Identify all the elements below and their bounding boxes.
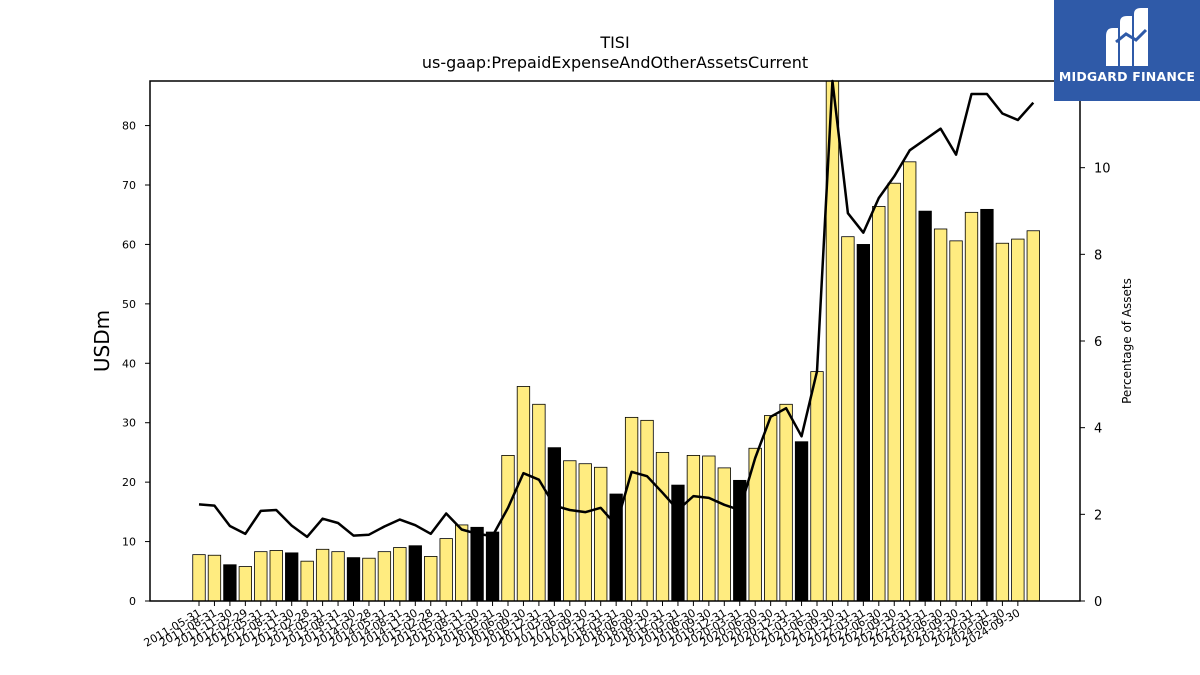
bar bbox=[764, 415, 778, 602]
y2-tick-label: 0 bbox=[1094, 595, 1102, 610]
bar bbox=[918, 210, 932, 602]
bar bbox=[346, 557, 361, 602]
bar bbox=[439, 538, 453, 602]
bar bbox=[949, 240, 963, 602]
bar bbox=[1026, 230, 1040, 602]
bar bbox=[454, 524, 469, 602]
bar bbox=[532, 403, 546, 602]
bar bbox=[192, 554, 206, 602]
bar bbox=[717, 467, 731, 602]
y-tick-label: 50 bbox=[122, 298, 136, 311]
bar bbox=[794, 441, 809, 602]
bar bbox=[563, 460, 577, 602]
y-tick-label: 40 bbox=[122, 357, 136, 370]
bar bbox=[964, 211, 979, 602]
y-tick-label: 30 bbox=[122, 417, 136, 430]
midgard-logo-icon bbox=[1106, 8, 1148, 66]
y-tick-label: 0 bbox=[129, 595, 136, 608]
bar bbox=[841, 236, 855, 602]
bar bbox=[686, 454, 701, 602]
bar bbox=[207, 554, 222, 602]
bar bbox=[578, 463, 592, 602]
y-tick-label: 80 bbox=[122, 120, 136, 133]
bar bbox=[470, 526, 484, 602]
bar bbox=[810, 371, 824, 602]
chart-subtitle: us-gaap:PrepaidExpenseAndOtherAssetsCurr… bbox=[422, 53, 808, 72]
bar bbox=[640, 419, 654, 602]
bar bbox=[779, 403, 793, 602]
y2-axis-label: Percentage of Assets bbox=[1120, 278, 1134, 404]
bar bbox=[408, 545, 422, 602]
bar bbox=[856, 244, 870, 602]
bar bbox=[485, 531, 500, 602]
bar bbox=[995, 242, 1010, 602]
bar bbox=[269, 550, 283, 602]
bar bbox=[887, 182, 901, 602]
bar bbox=[702, 455, 716, 602]
bar bbox=[516, 386, 531, 602]
bar bbox=[254, 551, 268, 602]
bar bbox=[223, 564, 237, 602]
y-axis-label: USDm bbox=[90, 310, 114, 372]
y-tick-label: 70 bbox=[122, 179, 136, 192]
bar bbox=[980, 208, 994, 602]
percentage-line bbox=[198, 79, 1035, 539]
y2-tick-label: 10 bbox=[1094, 162, 1111, 177]
bar bbox=[377, 551, 392, 602]
y-tick-label: 10 bbox=[122, 536, 136, 549]
bar bbox=[300, 560, 314, 602]
bar bbox=[671, 484, 685, 602]
brand-logo: MIDGARD FINANCE bbox=[1054, 0, 1200, 101]
bar bbox=[903, 161, 917, 602]
bar bbox=[238, 566, 253, 602]
bar bbox=[933, 228, 948, 602]
bar bbox=[872, 205, 886, 602]
bar bbox=[547, 447, 561, 602]
bar bbox=[362, 557, 376, 602]
bar bbox=[594, 466, 608, 602]
brand-name: MIDGARD FINANCE bbox=[1058, 69, 1196, 84]
bar bbox=[624, 416, 639, 602]
line-group bbox=[198, 79, 1035, 539]
bar bbox=[501, 454, 515, 602]
bar bbox=[655, 452, 670, 602]
bar bbox=[331, 551, 345, 602]
bar bbox=[285, 552, 299, 602]
chart-title: TISI bbox=[599, 33, 629, 52]
y-tick-label: 20 bbox=[122, 476, 136, 489]
y-tick-label: 60 bbox=[122, 238, 136, 251]
y2-tick-label: 8 bbox=[1094, 248, 1102, 263]
y2-tick-label: 6 bbox=[1094, 335, 1102, 350]
bar bbox=[1011, 238, 1025, 602]
bar bbox=[393, 547, 407, 602]
y2-tick-label: 4 bbox=[1094, 422, 1102, 437]
bar bbox=[424, 556, 438, 602]
y2-tick-label: 2 bbox=[1094, 508, 1102, 523]
bar bbox=[315, 548, 330, 602]
